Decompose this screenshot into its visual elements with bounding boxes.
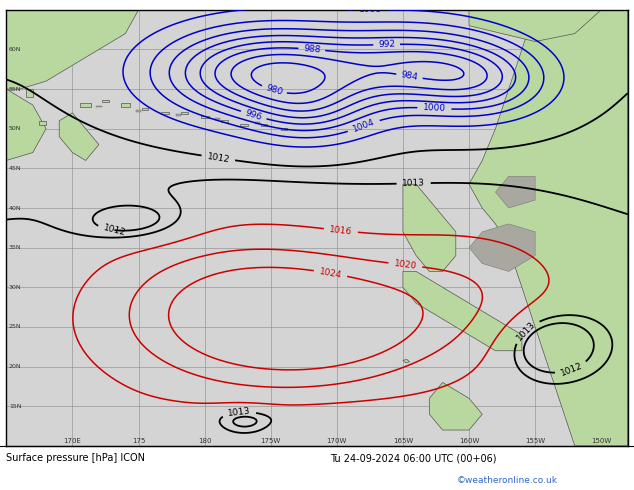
Text: 984: 984 [400, 70, 418, 82]
Text: 175: 175 [132, 438, 145, 443]
Text: 55N: 55N [9, 87, 22, 92]
Text: 150W: 150W [591, 438, 611, 443]
Text: 1016: 1016 [329, 225, 353, 236]
Text: 40N: 40N [9, 205, 22, 211]
Text: 1012: 1012 [559, 362, 584, 378]
Text: 30N: 30N [9, 285, 22, 290]
Text: 170W: 170W [327, 438, 347, 443]
Text: 1024: 1024 [318, 267, 342, 280]
Text: 160W: 160W [459, 438, 479, 443]
Text: 15N: 15N [9, 404, 22, 409]
Text: 180: 180 [198, 438, 211, 443]
Text: 35N: 35N [9, 245, 22, 250]
Text: 1013: 1013 [402, 179, 425, 188]
Text: 1013: 1013 [515, 319, 537, 342]
Text: 996: 996 [244, 108, 263, 122]
Text: 60N: 60N [9, 47, 22, 52]
Text: 155W: 155W [525, 438, 545, 443]
Text: 1012: 1012 [102, 223, 127, 237]
Text: 1000: 1000 [423, 103, 446, 113]
Text: 170E: 170E [63, 438, 81, 443]
Text: 20N: 20N [9, 364, 22, 369]
Text: 1008: 1008 [358, 5, 382, 14]
Text: 50N: 50N [9, 126, 22, 131]
Text: 1004: 1004 [351, 118, 376, 134]
Text: 1020: 1020 [393, 259, 417, 271]
Text: ©weatheronline.co.uk: ©weatheronline.co.uk [456, 476, 557, 485]
Text: 25N: 25N [9, 324, 22, 329]
Text: 45N: 45N [9, 166, 22, 171]
Text: 175W: 175W [261, 438, 281, 443]
Text: 988: 988 [303, 44, 321, 54]
Text: 1013: 1013 [227, 407, 251, 418]
Text: 1012: 1012 [206, 152, 230, 164]
Text: 980: 980 [265, 84, 284, 98]
Text: 992: 992 [378, 40, 395, 49]
Text: Tu 24-09-2024 06:00 UTC (00+06): Tu 24-09-2024 06:00 UTC (00+06) [330, 453, 496, 463]
Text: Surface pressure [hPa] ICON: Surface pressure [hPa] ICON [6, 453, 145, 463]
Text: 165W: 165W [393, 438, 413, 443]
